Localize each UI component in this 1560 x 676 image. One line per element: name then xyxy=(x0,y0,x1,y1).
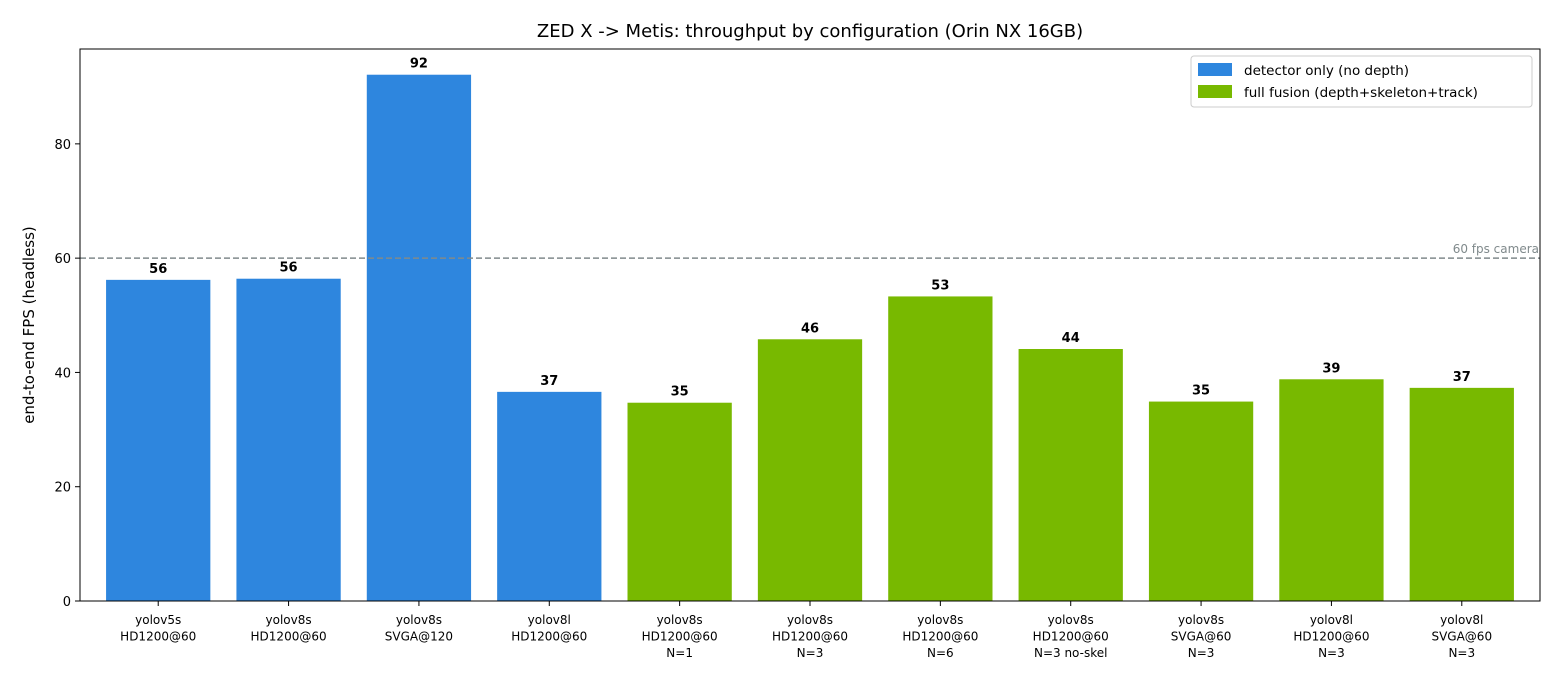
bar-value-label-3: 92 xyxy=(410,57,428,72)
reference-line-group: 60 fps camera xyxy=(80,242,1540,259)
x-tick-label-line: N=3 xyxy=(1318,646,1345,660)
y-tick-label-0: 0 xyxy=(63,595,71,610)
legend-label-1: detector only (no depth) xyxy=(1244,63,1409,79)
bar-value-label-5: 35 xyxy=(671,385,689,400)
x-tick-label-line: HD1200@60 xyxy=(772,630,848,644)
x-tick-label-line: HD1200@60 xyxy=(1033,630,1109,644)
x-tick-label-line: yolov8l xyxy=(1440,613,1483,627)
x-tick-label-line: HD1200@60 xyxy=(1293,630,1369,644)
x-tick-label-line: SVGA@60 xyxy=(1431,630,1492,644)
legend: detector only (no depth) full fusion (dep… xyxy=(1190,55,1533,108)
x-tick-label-line: yolov8s xyxy=(657,613,703,627)
x-tick-label-line: N=3 no-skel xyxy=(1034,646,1107,660)
bar-6 xyxy=(757,339,863,601)
x-tick-label-9: yolov8s SVGA@60 N=3 xyxy=(1171,613,1232,660)
x-tick-label-line: N=3 xyxy=(797,646,824,660)
reference-line-label: 60 fps camera xyxy=(1453,242,1539,256)
bar-10 xyxy=(1279,379,1384,601)
x-tick-label-line: yolov8s xyxy=(917,613,963,627)
x-tick-label-line: HD1200@60 xyxy=(511,630,587,644)
x-tick-label-7: yolov8s HD1200@60 N=6 xyxy=(902,613,978,660)
bar-9 xyxy=(1148,401,1254,601)
bar-1 xyxy=(106,279,211,601)
x-tick-label-line: yolov8l xyxy=(528,613,571,627)
x-tick-label-line: SVGA@60 xyxy=(1171,630,1232,644)
legend-swatch-1 xyxy=(1198,63,1232,76)
x-tick-label-2: yolov8s HD1200@60 xyxy=(251,613,327,644)
bar-8 xyxy=(1018,349,1123,601)
bar-value-label-2: 56 xyxy=(280,261,298,276)
x-tick-label-5: yolov8s HD1200@60 N=1 xyxy=(642,613,718,660)
x-tick-label-line: N=6 xyxy=(927,646,954,660)
y-tick-label-20: 20 xyxy=(54,481,71,496)
bar-value-label-1: 56 xyxy=(149,262,167,277)
bar-11 xyxy=(1409,387,1514,601)
x-tick-label-line: yolov5s xyxy=(135,613,181,627)
y-tick-label-40: 40 xyxy=(54,366,71,381)
x-tick-label-line: yolov8s xyxy=(266,613,312,627)
bar-value-label-10: 39 xyxy=(1322,361,1340,376)
x-tick-label-line: HD1200@60 xyxy=(251,630,327,644)
legend-swatch-2 xyxy=(1198,85,1232,98)
bar-4 xyxy=(497,391,602,601)
chart-title: ZED X -> Metis: throughput by configurat… xyxy=(537,21,1083,42)
legend-box xyxy=(1190,55,1533,108)
x-tick-label-line: N=3 xyxy=(1188,646,1215,660)
bar-2 xyxy=(236,278,341,601)
x-tick-label-line: HD1200@60 xyxy=(642,630,718,644)
x-tick-label-line: N=1 xyxy=(666,646,693,660)
bar-value-label-6: 46 xyxy=(801,321,819,336)
x-tick-label-1: yolov5s HD1200@60 xyxy=(120,613,196,644)
x-tick-label-line: yolov8l xyxy=(1310,613,1353,627)
x-tick-label-line: SVGA@120 xyxy=(385,630,453,644)
x-tick-label-line: yolov8s xyxy=(1178,613,1224,627)
x-tick-label-3: yolov8s SVGA@120 xyxy=(385,613,453,644)
x-tick-label-4: yolov8l HD1200@60 xyxy=(511,613,587,644)
bar-7 xyxy=(888,296,993,601)
x-tick-label-10: yolov8l HD1200@60 N=3 xyxy=(1293,613,1369,660)
bar-value-label-9: 35 xyxy=(1192,384,1210,399)
bars-group: 56 56 92 37 35 46 53 44 35 39 37 xyxy=(106,57,1514,601)
x-tick-label-line: yolov8s xyxy=(787,613,833,627)
x-tick-label-11: yolov8l SVGA@60 N=3 xyxy=(1431,613,1492,660)
x-tick-label-line: yolov8s xyxy=(396,613,442,627)
bar-3 xyxy=(366,74,472,601)
bar-value-label-11: 37 xyxy=(1453,370,1471,385)
y-tick-label-80: 80 xyxy=(54,138,71,153)
bar-value-label-7: 53 xyxy=(931,278,949,293)
legend-label-2: full fusion (depth+skeleton+track) xyxy=(1244,85,1478,101)
bar-value-label-4: 37 xyxy=(540,374,558,389)
y-axis-label: end-to-end FPS (headless) xyxy=(20,226,38,424)
x-tick-label-6: yolov8s HD1200@60 N=3 xyxy=(772,613,848,660)
bar-5 xyxy=(627,402,732,601)
x-tick-label-line: N=3 xyxy=(1448,646,1475,660)
y-tick-label-60: 60 xyxy=(54,252,71,267)
x-tick-label-line: yolov8s xyxy=(1048,613,1094,627)
x-tick-label-line: HD1200@60 xyxy=(902,630,978,644)
x-tick-label-line: HD1200@60 xyxy=(120,630,196,644)
bar-value-label-8: 44 xyxy=(1062,331,1080,346)
axes-group: 0 20 40 60 80 yolov5s HD1200@60 yolov8s HD1200@6… xyxy=(54,48,1541,660)
x-tick-label-8: yolov8s HD1200@60 N=3 no-skel xyxy=(1033,613,1109,660)
